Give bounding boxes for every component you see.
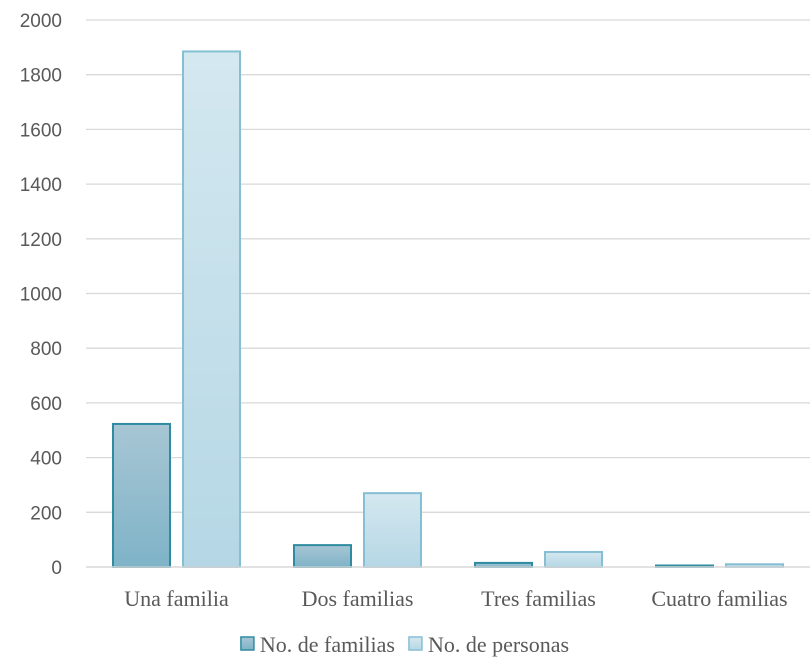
y-tick-label-0: 0 [51, 558, 62, 579]
y-tick-label-1800: 1800 [20, 66, 62, 87]
y-tick-label-600: 600 [30, 394, 62, 415]
legend-swatch-0 [240, 636, 255, 651]
bar-dos-familias-series-1 [363, 492, 422, 568]
y-tick-label-200: 200 [30, 503, 62, 524]
bar-dos-familias-series-0 [293, 544, 352, 568]
y-axis-tick-labels: 0 200 400 600 800 1000 1200 1400 1600 1800 2000 [20, 11, 62, 579]
x-category-label-1: Dos familias [302, 586, 414, 611]
legend-label-1: No. de personas [428, 632, 569, 657]
bars [112, 50, 784, 569]
bar-tres-familias-series-1 [544, 550, 603, 569]
bar-una-familia-series-0 [112, 422, 171, 568]
y-tick-label-1600: 1600 [20, 120, 62, 141]
y-tick-label-2000: 2000 [20, 11, 62, 32]
x-axis-category-labels: Una familia Dos familias Tres familias Cuat… [124, 586, 787, 611]
y-tick-label-1000: 1000 [20, 285, 62, 306]
x-category-label-2: Tres familias [481, 586, 596, 611]
y-tick-label-1200: 1200 [20, 230, 62, 251]
y-tick-label-400: 400 [30, 449, 62, 470]
legend-swatch-1 [408, 636, 423, 651]
x-category-label-3: Cuatro familias [651, 586, 787, 611]
x-category-label-0: Una familia [124, 586, 229, 611]
y-tick-label-800: 800 [30, 339, 62, 360]
y-tick-label-1400: 1400 [20, 175, 62, 196]
legend-label-0: No. de familias [260, 632, 395, 657]
legend: No. de familias No. de personas [240, 632, 569, 657]
bar-una-familia-series-1 [182, 50, 241, 568]
